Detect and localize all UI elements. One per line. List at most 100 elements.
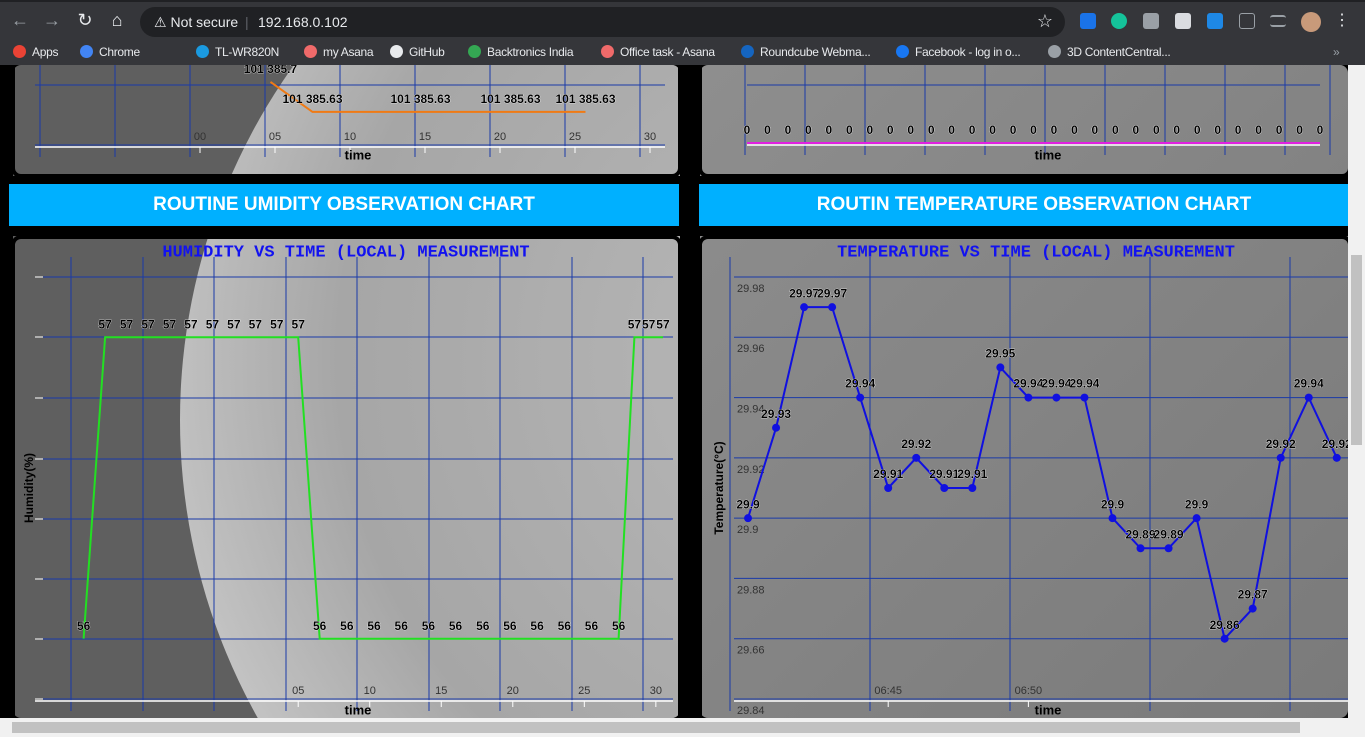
- data-point: [744, 514, 753, 523]
- data-label: 29.97: [817, 286, 847, 300]
- data-label: 29.91: [929, 467, 959, 481]
- x-tick-label: 30: [650, 685, 662, 697]
- data-point: [884, 484, 893, 492]
- bookmark-label: Backtronics India: [487, 45, 574, 59]
- data-label: 0: [1051, 123, 1058, 137]
- extension-icon[interactable]: [1143, 13, 1159, 29]
- data-label: 56: [503, 619, 517, 633]
- data-label: 29.95: [985, 347, 1015, 361]
- omnibox[interactable]: ⚠ Not secure | 192.168.0.102 ☆: [140, 7, 1065, 37]
- y-axis-label: Humidity(%): [22, 453, 36, 523]
- bookmark-label: Apps: [32, 45, 59, 59]
- data-label: 56: [422, 619, 436, 633]
- extension-icon[interactable]: [1175, 13, 1191, 29]
- forward-button[interactable]: →: [43, 10, 61, 30]
- vertical-scrollbar[interactable]: [1348, 65, 1365, 737]
- moon: [180, 65, 680, 718]
- bookmark-star[interactable]: ☆: [1036, 11, 1053, 31]
- data-label: 29.9: [1185, 497, 1209, 511]
- extensions-button[interactable]: [1239, 13, 1255, 29]
- data-point: [1136, 544, 1145, 553]
- bookmark-icon: [601, 45, 614, 58]
- section-header: [9, 184, 679, 226]
- data-point: [1080, 393, 1089, 402]
- data-point: [1192, 514, 1201, 523]
- data-label: 29.9: [1101, 497, 1125, 511]
- data-label: 57: [206, 317, 220, 331]
- extension-icon[interactable]: [1080, 13, 1096, 29]
- profile-avatar[interactable]: [1301, 12, 1321, 32]
- data-label: 0: [907, 123, 914, 137]
- panel: [11, 235, 682, 737]
- bookmark[interactable]: my Asana: [304, 45, 374, 59]
- data-point: [828, 303, 837, 312]
- back-button[interactable]: ←: [11, 10, 29, 30]
- extension-icon[interactable]: [1207, 13, 1223, 29]
- data-label: 0: [826, 123, 833, 137]
- section-title: ROUTINE UMIDITY OBSERVATION CHART: [153, 194, 535, 215]
- bookmark[interactable]: Office task - Asana: [601, 45, 715, 59]
- data-label: 29.94: [845, 377, 875, 391]
- data-point: [1248, 604, 1257, 613]
- menu-button[interactable]: ⋮: [1334, 12, 1350, 29]
- bookmark[interactable]: Apps: [13, 45, 58, 59]
- reload-button[interactable]: ↻: [77, 10, 93, 30]
- data-label: 0: [764, 123, 771, 137]
- data-label: 101 385.63: [480, 92, 540, 106]
- data-label: 101 385.63: [282, 92, 342, 106]
- x-tick-label: 20: [507, 685, 519, 697]
- data-label: 0: [1092, 123, 1099, 137]
- section-header: [699, 184, 1348, 226]
- data-label: 0: [1276, 123, 1283, 137]
- bookmark-label: Chrome: [99, 45, 140, 59]
- bookmark[interactable]: GitHub: [390, 45, 445, 59]
- bookmark[interactable]: Roundcube Webma...: [741, 45, 871, 59]
- toolbar: ← → ↻ ⌂ ⚠ Not secure | 192.168.0.102 ☆ ⋮: [0, 0, 1365, 40]
- data-label: 0: [744, 123, 751, 137]
- section-title: ROUTIN TEMPERATURE OBSERVATION CHART: [817, 194, 1252, 215]
- data-label: 57: [227, 317, 241, 331]
- home-button[interactable]: ⌂: [111, 10, 123, 30]
- bookmark[interactable]: Chrome: [80, 45, 140, 59]
- bookmark-label: my Asana: [323, 45, 374, 59]
- bookmark[interactable]: TL-WR820N: [196, 45, 279, 59]
- more-bookmarks[interactable]: »: [1333, 45, 1340, 59]
- separator: |: [245, 14, 249, 30]
- data-label: 56: [77, 619, 91, 633]
- data-label: 0: [866, 123, 873, 137]
- bookmark[interactable]: 3D ContentCentral...: [1048, 45, 1171, 59]
- security-text: Not secure: [170, 14, 239, 30]
- data-label: 0: [989, 123, 996, 137]
- data-label: 101 385.7: [244, 62, 298, 76]
- bookmark-icon: [390, 45, 403, 58]
- bookmark-label: Roundcube Webma...: [760, 45, 871, 59]
- bookmark[interactable]: Backtronics India: [468, 45, 574, 59]
- data-label: 0: [1214, 123, 1221, 137]
- x-tick-label: 05: [292, 685, 304, 697]
- data-label: 57: [184, 317, 198, 331]
- scroll-thumb[interactable]: [12, 722, 1300, 733]
- url[interactable]: 192.168.0.102: [258, 14, 348, 30]
- data-label: 29.91: [873, 467, 903, 481]
- horizontal-scrollbar[interactable]: [0, 718, 1348, 737]
- reading-list[interactable]: [1270, 15, 1286, 27]
- data-label: 57: [98, 317, 112, 331]
- scroll-thumb[interactable]: [1351, 255, 1362, 445]
- x-axis-label: time: [345, 147, 372, 162]
- extension-icon[interactable]: [1111, 13, 1127, 29]
- data-label: 0: [1112, 123, 1119, 137]
- data-point: [996, 363, 1005, 372]
- data-label: 29.91: [957, 467, 987, 481]
- security-indicator[interactable]: ⚠ Not secure: [154, 14, 239, 30]
- x-tick-label: 06:50: [1015, 685, 1043, 697]
- bookmark-label: TL-WR820N: [215, 45, 279, 59]
- x-tick-label: 10: [344, 131, 356, 143]
- data-label: 56: [340, 619, 354, 633]
- bookmark[interactable]: Facebook - log in o...: [896, 45, 1021, 59]
- data-label: 0: [1194, 123, 1201, 137]
- data-label: 56: [313, 619, 327, 633]
- data-label: 0: [1255, 123, 1262, 137]
